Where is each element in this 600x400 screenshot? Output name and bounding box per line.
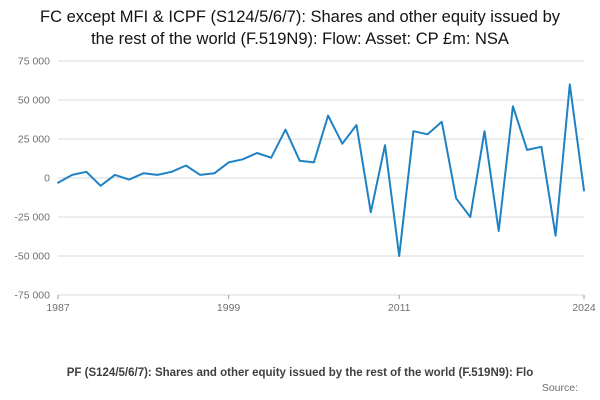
source-label: Source:	[541, 382, 578, 394]
x-tick-label: 2024	[572, 302, 596, 314]
x-tick-label: 1999	[217, 302, 241, 314]
footer-series-title: PF (S124/5/6/7): Shares and other equity…	[66, 367, 534, 379]
y-tick-label: -50 000	[14, 250, 50, 262]
chart-area: 75 000 50 000 25 000 0 -25 000 -50 000 -75 000…	[0, 53, 600, 326]
y-tick-label: -75 000	[14, 289, 50, 301]
series-line	[57, 83, 585, 257]
y-tick-label: 50 000	[18, 94, 50, 106]
x-tick-label: 2011	[388, 302, 411, 314]
y-tick-label: 75 000	[18, 55, 50, 67]
footer: PF (S124/5/6/7): Shares and other equity…	[0, 367, 600, 394]
y-tick-label: 25 000	[18, 133, 50, 145]
x-tick-label: 1987	[46, 302, 70, 314]
line-chart: 75 000 50 000 25 000 0 -25 000 -50 000 -75 000…	[14, 55, 596, 314]
chart-title: FC except MFI & ICPF (S124/5/6/7): Share…	[40, 8, 560, 48]
y-tick-label: 0	[44, 172, 50, 184]
y-tick-label: -25 000	[14, 211, 50, 223]
